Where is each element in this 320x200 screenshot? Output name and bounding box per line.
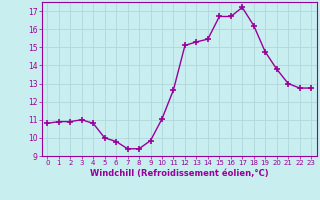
X-axis label: Windchill (Refroidissement éolien,°C): Windchill (Refroidissement éolien,°C) [90,169,268,178]
